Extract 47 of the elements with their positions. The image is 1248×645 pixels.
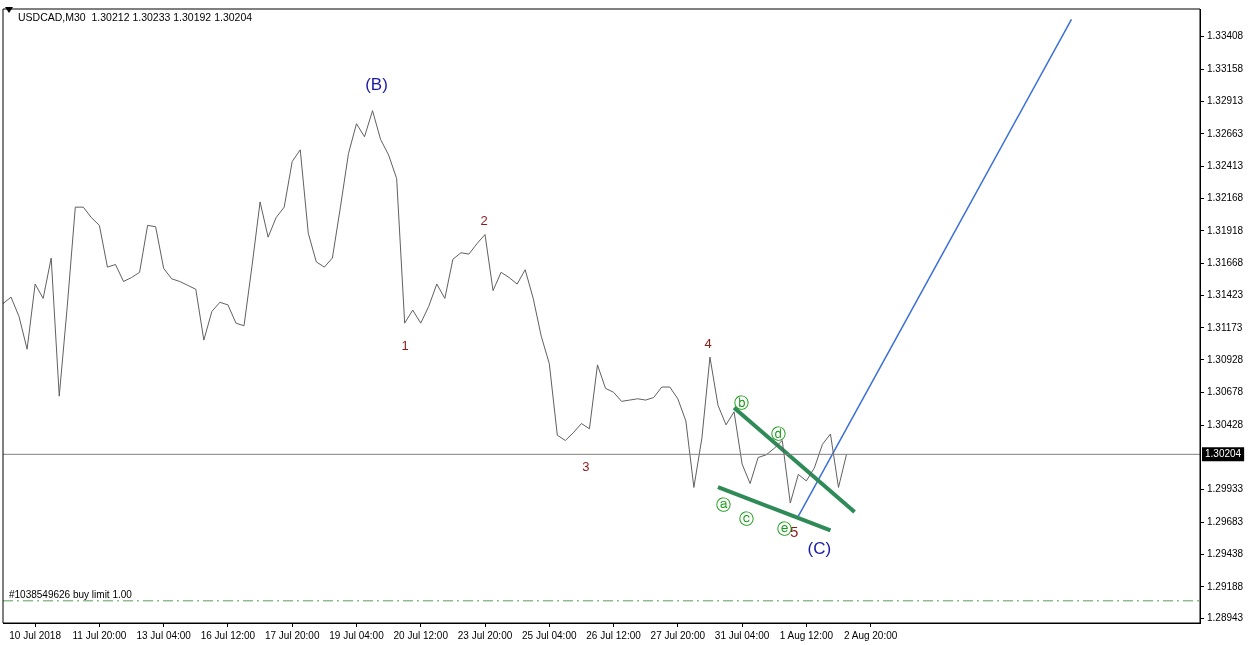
x-tick-label: 19 Jul 04:00 [329, 629, 385, 641]
y-tick-label: 1.32413 [1207, 160, 1244, 172]
annotation: 2 [480, 213, 488, 229]
x-tick-label: 2 Aug 20:00 [843, 629, 898, 641]
y-tick-label: 1.31918 [1207, 224, 1244, 236]
y-tick-label: 1.33408 [1207, 30, 1244, 42]
ref-line-label: 1.30204 [1205, 448, 1242, 460]
y-tick-label: 1.30428 [1207, 418, 1244, 430]
x-tick-label: 1 Aug 12:00 [779, 629, 834, 641]
annotation: 5 [790, 523, 799, 541]
x-tick-label: 10 Jul 2018 [9, 629, 62, 641]
annotation: ⓑ [734, 393, 750, 411]
annotation: ⓓ [771, 425, 787, 443]
ref-line-label: #1038549626 buy limit 1.00 [9, 588, 133, 600]
x-tick-label: 17 Jul 20:00 [264, 629, 320, 641]
annotation: 4 [704, 336, 712, 352]
annotation: ⓒ [738, 509, 754, 527]
y-tick-label: 1.30678 [1207, 386, 1244, 398]
chart-title: USDCAD,M30 1.30212 1.30233 1.30192 1.30204 [18, 10, 253, 23]
y-tick-label: 1.32168 [1207, 192, 1244, 204]
annotation: 3 [582, 458, 590, 474]
y-tick-label: 1.31668 [1207, 257, 1244, 269]
y-tick-label: 1.29188 [1207, 580, 1244, 592]
y-tick-label: 1.29438 [1207, 547, 1244, 559]
x-tick-label: 31 Jul 04:00 [714, 629, 770, 641]
y-tick-label: 1.31173 [1207, 321, 1243, 333]
x-tick-label: 11 Jul 20:00 [72, 629, 127, 641]
annotation: (C) [807, 539, 832, 559]
x-tick-label: 26 Jul 12:00 [586, 629, 642, 641]
y-tick-label: 1.29683 [1207, 515, 1244, 527]
x-tick-label: 23 Jul 20:00 [457, 629, 513, 641]
annotation: (B) [365, 75, 388, 95]
y-tick-label: 1.28943 [1207, 612, 1244, 624]
y-tick-label: 1.33158 [1207, 62, 1244, 74]
x-tick-label: 13 Jul 04:00 [136, 629, 192, 641]
annotation: ⓔ [777, 519, 793, 537]
annotation: 1 [401, 337, 409, 353]
x-tick-label: 20 Jul 12:00 [393, 629, 449, 641]
x-tick-label: 25 Jul 04:00 [522, 629, 577, 641]
y-tick-label: 1.32913 [1207, 94, 1244, 106]
x-tick-label: 27 Jul 20:00 [650, 629, 706, 641]
y-tick-label: 1.29933 [1207, 483, 1244, 495]
annotation: ⓐ [716, 496, 732, 514]
y-tick-label: 1.31423 [1207, 289, 1244, 301]
x-tick-label: 16 Jul 12:00 [200, 629, 256, 641]
y-tick-label: 1.32663 [1207, 127, 1244, 139]
y-tick-label: 1.30928 [1207, 353, 1244, 365]
